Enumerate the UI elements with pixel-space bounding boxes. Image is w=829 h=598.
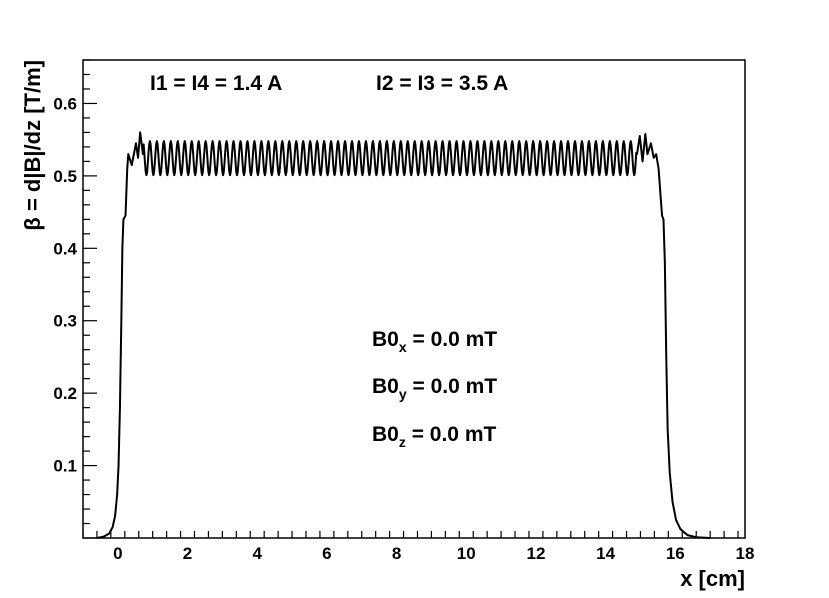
y-axis-title: β = d|B|/dz [T/m] <box>20 60 45 231</box>
y-tick-label: 0.4 <box>53 239 77 258</box>
annotation-b0y: B0y = 0.0 mT <box>372 375 497 402</box>
annotation-current-i2-i3: I2 = I3 = 3.5 A <box>376 72 508 95</box>
x-axis-ticks <box>82 531 739 538</box>
annotation-b0x-base: B0 <box>372 328 399 351</box>
y-tick-label: 0.5 <box>53 167 77 186</box>
annotation-b0y-value: = 0.0 mT <box>407 375 498 398</box>
x-tick-label: 16 <box>666 544 685 563</box>
x-tick-label: 0 <box>113 544 122 563</box>
x-tick-label: 10 <box>457 544 476 563</box>
plot-frame <box>82 59 746 539</box>
x-tick-label: 18 <box>736 544 755 563</box>
annotation-b0x-subscript: x <box>399 339 407 355</box>
annotation-b0x: B0x = 0.0 mT <box>372 328 497 355</box>
annotation-b0z-subscript: z <box>399 434 406 450</box>
x-tick-label: 6 <box>322 544 331 563</box>
y-axis-tick-labels: 0.1 0.2 0.3 0.4 0.5 0.6 <box>53 94 77 475</box>
y-tick-label: 0.6 <box>53 94 77 113</box>
y-axis-ticks <box>83 59 97 539</box>
series-line <box>96 131 711 539</box>
annotation-b0y-subscript: y <box>399 386 407 402</box>
y-tick-label: 0.2 <box>53 384 77 403</box>
x-axis-tick-labels: 0 2 4 6 8 10 12 14 16 18 <box>113 544 754 563</box>
x-tick-label: 4 <box>252 544 262 563</box>
x-tick-label: 2 <box>183 544 192 563</box>
x-tick-label: 8 <box>392 544 401 563</box>
x-tick-label: 12 <box>526 544 545 563</box>
annotation-b0z: B0z = 0.0 mT <box>372 423 496 450</box>
annotation-b0x-value: = 0.0 mT <box>407 328 498 351</box>
annotation-current-i1-i4: I1 = I4 = 1.4 A <box>150 72 282 95</box>
annotation-b0z-base: B0 <box>372 423 399 446</box>
annotation-b0z-value: = 0.0 mT <box>406 423 497 446</box>
y-tick-label: 0.3 <box>53 312 77 331</box>
y-tick-label: 0.1 <box>53 457 77 476</box>
annotation-b0y-base: B0 <box>372 375 399 398</box>
x-tick-label: 14 <box>596 544 615 563</box>
x-axis-title: x [cm] <box>680 566 745 591</box>
